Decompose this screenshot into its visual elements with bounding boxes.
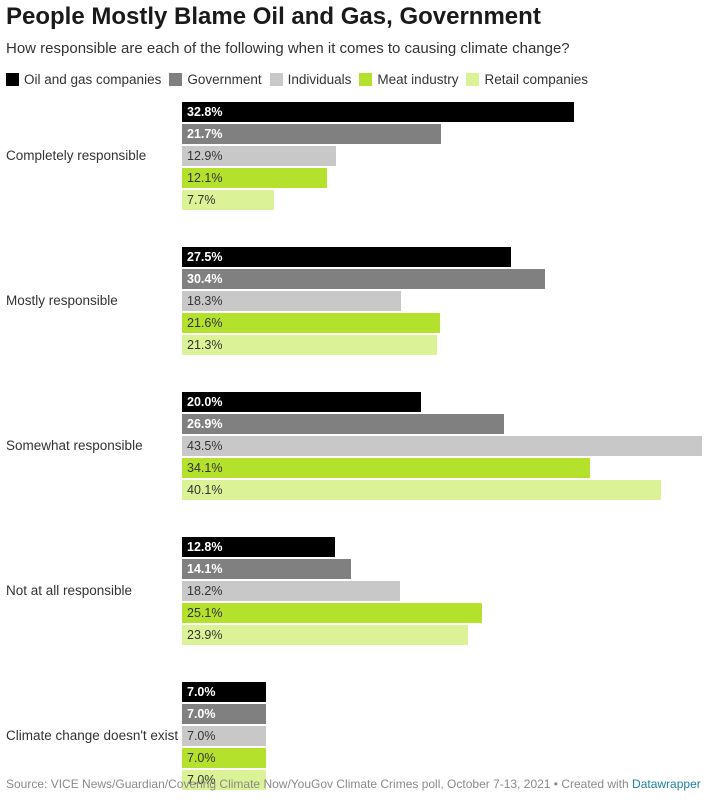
source-text: Source: VICE News/Guardian/Covering Clim… (6, 777, 633, 791)
bar-value-label: 18.2% (187, 584, 223, 598)
legend-label: Individuals (287, 71, 352, 87)
bar-value-label: 23.9% (187, 628, 223, 642)
bar-mostly-responsible-oil-and-gas-companies: 27.5% (182, 247, 511, 267)
bar-completely-responsible-meat-industry: 12.1% (182, 168, 327, 188)
bar-climate-change-doesn-t-exist-meat-industry: 7.0% (182, 748, 266, 768)
bar-value-label: 34.1% (187, 461, 223, 475)
bar-completely-responsible-oil-and-gas-companies: 32.8% (182, 102, 575, 122)
source-footer: Source: VICE News/Guardian/Covering Clim… (6, 777, 701, 791)
legend-item-individuals: Individuals (269, 71, 352, 87)
bar-somewhat-responsible-retail-companies: 40.1% (182, 480, 662, 500)
datawrapper-link[interactable]: Datawrapper (632, 777, 701, 791)
bar-value-label: 21.3% (187, 338, 223, 352)
legend-label: Government (187, 71, 262, 87)
legend-swatch (269, 72, 283, 86)
bar-climate-change-doesn-t-exist-oil-and-gas-companies: 7.0% (182, 682, 266, 702)
bar-not-at-all-responsible-oil-and-gas-companies: 12.8% (182, 537, 335, 557)
bar-value-label: 27.5% (187, 250, 223, 264)
bar-somewhat-responsible-government: 26.9% (182, 414, 504, 434)
bar-value-label: 43.5% (187, 439, 223, 453)
bar-mostly-responsible-individuals: 18.3% (182, 291, 401, 311)
legend-label: Oil and gas companies (24, 71, 162, 87)
bar-somewhat-responsible-oil-and-gas-companies: 20.0% (182, 392, 422, 412)
bar-value-label: 7.0% (187, 773, 216, 787)
bar-value-label: 7.0% (187, 685, 216, 699)
category-label-somewhat-responsible: Somewhat responsible (6, 438, 143, 453)
bar-somewhat-responsible-meat-industry: 34.1% (182, 458, 590, 478)
bar-completely-responsible-government: 21.7% (182, 124, 442, 144)
legend-label: Retail companies (484, 71, 589, 87)
bar-value-label: 21.7% (187, 127, 223, 141)
bar-value-label: 21.6% (187, 316, 223, 330)
legend: Oil and gas companies Government Individua… (6, 70, 596, 88)
legend-label: Meat industry (377, 71, 459, 87)
bar-value-label: 18.3% (187, 294, 223, 308)
legend-swatch (169, 72, 183, 86)
legend-item-government: Government (169, 71, 262, 87)
bar-mostly-responsible-retail-companies: 21.3% (182, 335, 437, 355)
category-label-not-at-all-responsible: Not at all responsible (6, 583, 133, 598)
bar-climate-change-doesn-t-exist-government: 7.0% (182, 704, 266, 724)
bar-not-at-all-responsible-government: 14.1% (182, 559, 351, 579)
category-label-mostly-responsible: Mostly responsible (6, 293, 118, 308)
bar-somewhat-responsible-individuals: 43.5% (182, 436, 702, 456)
bar-climate-change-doesn-t-exist-individuals: 7.0% (182, 726, 266, 746)
legend-swatch (359, 72, 373, 86)
bar-value-label: 40.1% (187, 483, 223, 497)
bar-value-label: 7.0% (187, 729, 216, 743)
bar-not-at-all-responsible-retail-companies: 23.9% (182, 625, 468, 645)
bar-completely-responsible-retail-companies: 7.7% (182, 190, 275, 210)
category-label-climate-change-doesn-t-exist: Climate change doesn't exist (6, 728, 179, 743)
bar-value-label: 20.0% (187, 395, 223, 409)
bar-value-label: 30.4% (187, 272, 223, 286)
bar-value-label: 12.1% (187, 171, 223, 185)
legend-item-oil-and-gas-companies: Oil and gas companies (6, 72, 161, 87)
bar-value-label: 7.0% (187, 707, 216, 721)
bar-not-at-all-responsible-individuals: 18.2% (182, 581, 400, 601)
chart-title: People Mostly Blame Oil and Gas, Governm… (6, 3, 541, 30)
bar-value-label: 25.1% (187, 606, 223, 620)
bar-mostly-responsible-meat-industry: 21.6% (182, 313, 441, 333)
bar-mostly-responsible-government: 30.4% (182, 269, 546, 289)
bar-value-label: 7.7% (187, 193, 216, 207)
category-label-completely-responsible: Completely responsible (6, 148, 147, 163)
legend-swatch (6, 72, 19, 86)
bar-value-label: 12.8% (187, 540, 223, 554)
bar-climate-change-doesn-t-exist-retail-companies: 7.0% (182, 770, 266, 790)
bar-value-label: 7.0% (187, 751, 216, 765)
chart-subtitle: How responsible are each of the followin… (6, 40, 570, 57)
bar-value-label: 12.9% (187, 149, 223, 163)
bar-not-at-all-responsible-meat-industry: 25.1% (182, 603, 483, 623)
legend-item-meat-industry: Meat industry (359, 72, 458, 87)
legend-item-retail-companies: Retail companies (466, 72, 588, 87)
bar-value-label: 32.8% (187, 105, 223, 119)
bar-value-label: 26.9% (187, 417, 223, 431)
bar-completely-responsible-individuals: 12.9% (182, 146, 337, 166)
legend-swatch (466, 72, 480, 86)
bar-value-label: 14.1% (187, 562, 223, 576)
